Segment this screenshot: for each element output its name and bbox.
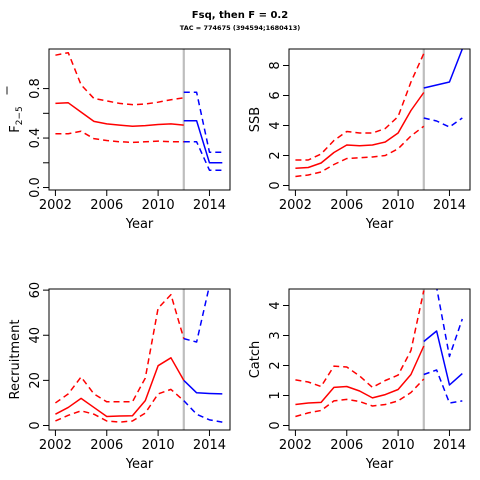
recruitment-y-tick-label: 0 [28,421,43,429]
f-bar-series-red-dashed-1 [55,51,184,106]
recruitment-y-tick-label: 20 [28,372,43,389]
recruitment-y-tick-label: 40 [28,327,43,344]
ssb-x-axis-label: Year [365,217,394,232]
f-bar-plot-frame [48,48,231,191]
recruitment-x-tick-label: 2006 [90,438,123,453]
ssb-series-blue-solid-3 [423,49,463,89]
catch-x-tick-label: 2002 [279,438,312,453]
ssb-x-tick-label: 2006 [330,198,363,213]
recruitment-series-blue-dashed-5 [183,400,223,423]
recruitment-series-red-dashed-1 [54,293,185,404]
catch-x-tick-label: 2014 [433,438,466,453]
ssb-plot-frame [288,48,471,191]
catch-series-red-dashed-2 [295,378,425,418]
catch-x-tick-label: 2006 [330,438,363,453]
f-bar-y-axis-label: F2−5 [8,106,25,132]
recruitment-x-tick-label: 2014 [193,438,226,453]
recruitment-series-blue-dashed-4 [183,289,210,343]
catch-series-blue-dashed-4 [436,289,464,358]
recruitment-x-tick-label: 2002 [39,438,72,453]
ssb-y-tick-label: 4 [268,121,283,129]
catch-series-blue-solid-3 [423,330,463,386]
recruitment-series-blue-solid-3 [183,379,223,395]
f-bar-x-tick-label: 2014 [193,198,226,213]
ssb-x-tick-label: 2014 [433,198,466,213]
recruitment-x-axis-label: Year [125,457,154,472]
ssb-series-red-dashed-2 [295,125,425,178]
f-bar-x-tick-label: 2010 [142,198,175,213]
ssb-y-tick-label: 2 [268,151,283,159]
catch-y-tick-label: 0 [268,421,283,429]
ssb-y-axis-label: SSB [248,107,263,132]
f-bar-series-red-dashed-2 [55,130,184,144]
chart-title: Fsq, then F = 0.2 [191,10,289,21]
catch-y-tick-label: 2 [268,361,283,369]
f-bar-x-tick-label: 2006 [90,198,123,213]
ssb-series-blue-dashed-4 [423,117,463,128]
catch-y-tick-label: 3 [268,331,283,339]
chart-subtitle: TAC = 774675 (394594;1680413) [179,24,301,32]
catch-series-red-dashed-1 [295,290,425,389]
recruitment-plot-frame [48,288,231,431]
ssb-y-tick-label: 0 [268,181,283,189]
catch-series-red-solid-0 [295,345,425,406]
catch-y-tick-label: 1 [268,391,283,399]
recruitment-x-tick-label: 2010 [142,438,175,453]
f-bar-series-blue-dashed-5 [183,141,223,171]
recruitment-y-tick-label: 60 [28,282,43,299]
ssb-x-tick-label: 2010 [382,198,415,213]
catch-y-tick-label: 4 [268,301,283,309]
f-bar-series-blue-dashed-4 [183,91,223,154]
ssb-x-tick-label: 2002 [279,198,312,213]
f-bar-series-red-solid-0 [55,102,184,128]
ssb-y-tick-label: 6 [268,91,283,99]
catch-plot-frame [288,288,471,431]
ssb-y-tick-label: 8 [268,61,283,69]
f-bar-y-tick-label: 0.8 [28,78,43,99]
f-bar-x-axis-label: Year [125,217,154,232]
ssb-series-red-solid-0 [295,92,425,169]
f-bar-series-blue-solid-3 [183,119,223,164]
catch-x-axis-label: Year [365,457,394,472]
f-bar-y-tick-label: 0.0 [28,177,43,198]
ssb-series-red-dashed-1 [295,53,425,161]
catch-y-axis-label: Catch [248,341,263,379]
catch-x-tick-label: 2010 [382,438,415,453]
recruitment-y-axis-label: Recruitment [8,320,23,400]
f-bar-x-tick-label: 2002 [39,198,72,213]
f-bar-y-tick-label: 0.4 [28,128,43,149]
catch-series-blue-dashed-5 [423,369,463,404]
recruitment-series-red-solid-0 [55,357,185,418]
recruitment-series-red-dashed-2 [55,388,185,423]
